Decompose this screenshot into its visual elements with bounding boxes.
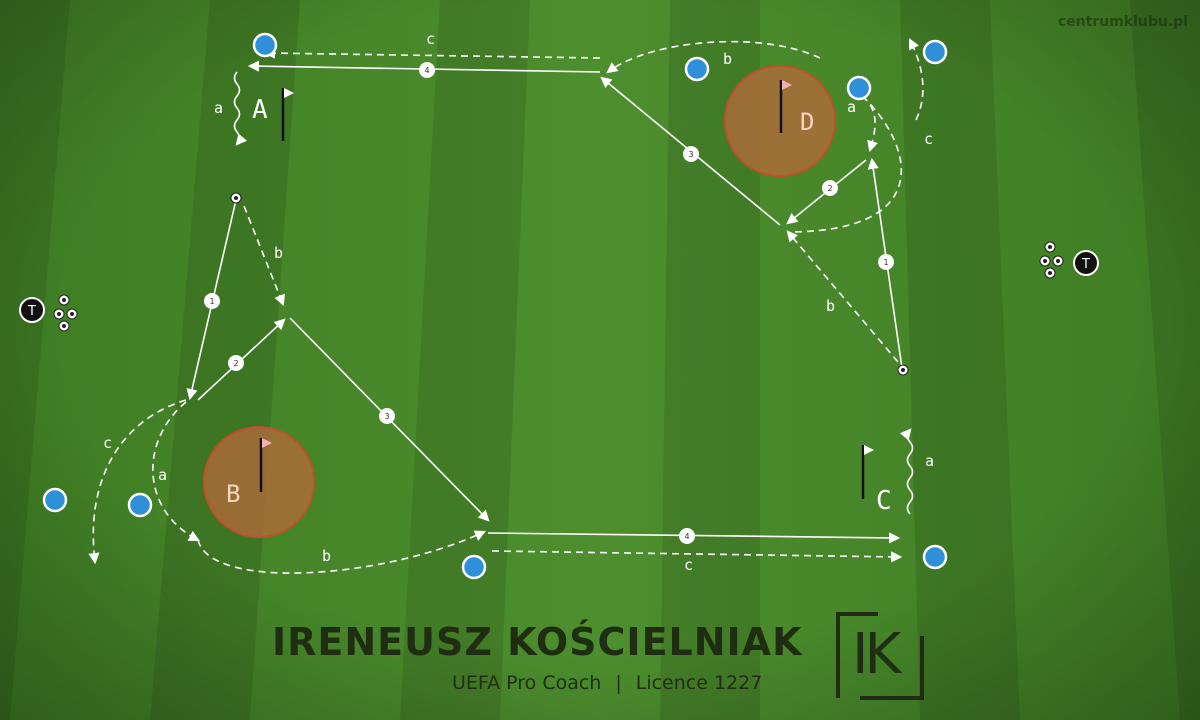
run-lines [88, 37, 924, 574]
flag-c-icon [861, 445, 874, 499]
ik-logo-frame [836, 612, 924, 700]
route-label-b: b [274, 244, 283, 262]
pass-number-badge: 1 [204, 293, 220, 309]
player-icon [922, 39, 948, 65]
dribble-a-left [233, 71, 248, 146]
credentials-separator: | [615, 672, 622, 694]
svg-text:4: 4 [424, 66, 429, 75]
zone-c-label: C [876, 486, 892, 516]
svg-text:1: 1 [883, 258, 888, 267]
pass-number-badge: 4 [419, 62, 435, 78]
player-icon [252, 32, 278, 58]
coach-licence: Licence 1227 [635, 672, 763, 694]
pass-number-badge: 2 [822, 180, 838, 196]
route-label-a: a [847, 98, 856, 116]
route-label-a: a [158, 466, 167, 484]
flag-b-icon [259, 438, 272, 492]
trainer-icon: T [1073, 250, 1099, 276]
player-icon [461, 554, 487, 580]
run-b-bottom [197, 530, 487, 574]
pass-number-badge: 2 [228, 355, 244, 371]
svg-text:4: 4 [684, 532, 689, 541]
run-c-left [88, 399, 187, 565]
pass-number-badge: 3 [683, 146, 699, 162]
trainer-icon: T [19, 297, 45, 323]
run-b-right [786, 230, 899, 363]
run-b-left [243, 205, 285, 307]
route-label-c: c [924, 130, 933, 148]
ball-pile-right-icon [1039, 241, 1064, 279]
svg-text:3: 3 [384, 412, 389, 421]
run-c-bottom [491, 550, 903, 563]
coach-title: UEFA Pro Coach [452, 672, 602, 694]
ik-logo: IK [852, 622, 901, 687]
route-label-a: a [925, 452, 934, 470]
zone-d-label: D [800, 108, 814, 136]
zone-a-label: A [252, 95, 268, 125]
player-icon [42, 487, 68, 513]
pass-number-badge: 3 [379, 408, 395, 424]
pass-number-badge: 4 [679, 528, 695, 544]
player-icon [922, 544, 948, 570]
zone-b-circle [203, 426, 315, 538]
svg-text:1: 1 [209, 297, 214, 306]
player-icon [127, 492, 153, 518]
trainer-label: T [27, 304, 36, 319]
route-label-b: b [826, 297, 835, 315]
flag-a-icon [281, 88, 294, 141]
dribble-a-right [899, 428, 914, 515]
route-label-b: b [723, 50, 732, 68]
player-icon [684, 56, 710, 82]
route-label-c: c [684, 556, 693, 574]
coach-credentials: UEFA Pro Coach | Licence 1227 [452, 672, 762, 694]
trainer-label: T [1081, 257, 1090, 272]
player-icon [846, 75, 872, 101]
run-c-right-lower [791, 95, 903, 233]
run-b-top-right [606, 40, 821, 74]
ball-pile-left-icon [53, 294, 78, 332]
zone-b-label: B [226, 480, 240, 508]
route-label-c: c [103, 434, 112, 452]
dribble-lines [233, 71, 914, 515]
flag-d-icon [779, 80, 792, 133]
svg-text:2: 2 [827, 184, 832, 193]
svg-text:2: 2 [233, 359, 238, 368]
route-label-c: c [426, 30, 435, 48]
svg-text:3: 3 [688, 150, 693, 159]
pass-number-badge: 1 [878, 254, 894, 270]
run-c-top [263, 47, 601, 59]
coach-name: IRENEUSZ KOŚCIELNIAK [272, 620, 803, 664]
watermark: centrumklubu.pl [1057, 14, 1188, 30]
ball-icon [897, 364, 909, 376]
run-c-right-upper [908, 37, 924, 121]
route-label-a: a [214, 99, 223, 117]
ball-icon [230, 192, 242, 204]
balls [53, 192, 1064, 376]
route-label-b: b [322, 547, 331, 565]
